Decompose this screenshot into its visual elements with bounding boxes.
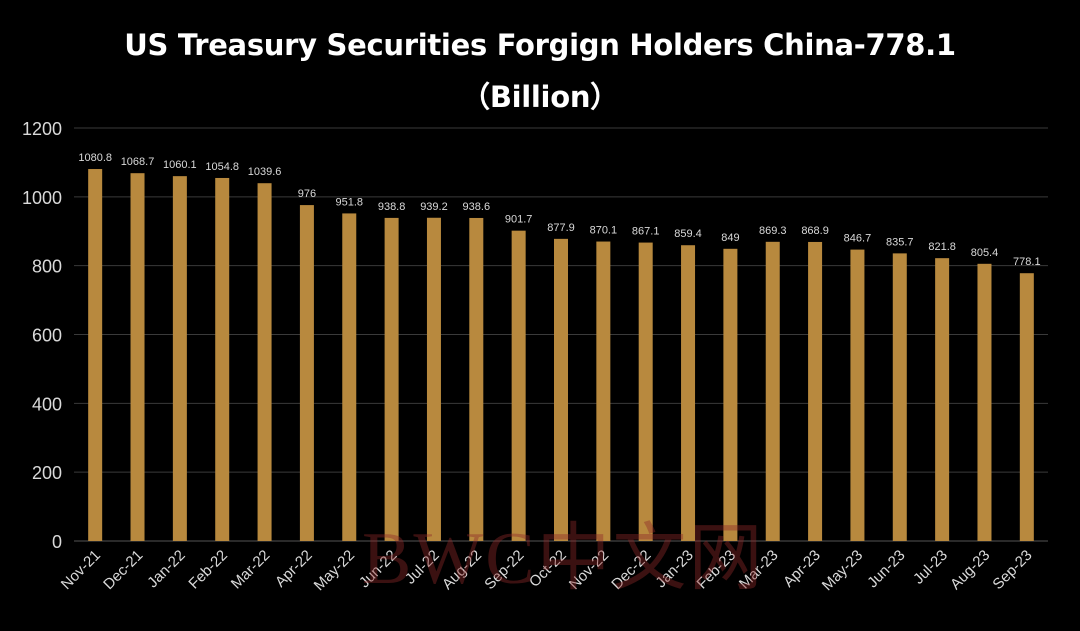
- data-label: 939.2: [420, 201, 448, 213]
- x-tick-label: Apr-22: [272, 547, 316, 591]
- data-label: 868.9: [801, 225, 829, 237]
- x-tick-label: Jan-22: [144, 547, 188, 591]
- data-label: 1080.8: [78, 152, 112, 164]
- chart-subtitle: （Billion）: [461, 80, 619, 114]
- data-label: 951.8: [335, 196, 363, 208]
- bar-Apr-22: [299, 205, 314, 542]
- bar-Jun-22: [384, 217, 399, 541]
- data-label: 1068.7: [121, 156, 155, 168]
- y-tick-label: 1200: [22, 119, 62, 139]
- data-label: 821.8: [928, 241, 956, 253]
- bar-Dec-22: [638, 242, 653, 541]
- data-label: 938.8: [378, 201, 406, 213]
- watermark: BWC中文网: [362, 518, 765, 600]
- data-label: 938.6: [463, 201, 491, 213]
- bar-Oct-22: [554, 238, 568, 541]
- bar-Nov-22: [596, 241, 611, 541]
- y-tick-label: 600: [32, 326, 62, 346]
- data-label: 778.1: [1013, 256, 1041, 268]
- data-label: 877.9: [547, 222, 575, 234]
- data-label: 846.7: [844, 233, 872, 245]
- bar-Jan-22: [172, 176, 187, 541]
- bar-Sep-22: [511, 230, 526, 541]
- x-tick-label: Jun-23: [864, 547, 908, 591]
- data-label: 835.7: [886, 236, 914, 248]
- data-label: 1060.1: [163, 159, 197, 171]
- x-tick-label: May-22: [311, 547, 358, 594]
- x-tick-label: Sep-23: [989, 547, 1035, 593]
- data-label: 849: [721, 232, 739, 244]
- data-label: 869.3: [759, 225, 787, 237]
- x-tick-label: May-23: [819, 547, 866, 594]
- bar-Dec-21: [130, 173, 145, 541]
- data-label: 867.1: [632, 226, 660, 238]
- bars: [88, 169, 1034, 542]
- x-tick-label: Mar-22: [228, 547, 274, 593]
- bar-Aug-22: [469, 217, 484, 542]
- data-label: 859.4: [674, 228, 702, 240]
- y-tick-label: 200: [32, 463, 62, 483]
- bar-Mar-22: [257, 183, 272, 541]
- x-tick-label: Feb-22: [185, 547, 231, 593]
- bar-Feb-22: [215, 177, 230, 541]
- bar-Sep-23: [1019, 273, 1034, 541]
- bar-Jul-22: [426, 217, 441, 541]
- y-axis-ticks: 0 200 400 600 800 1000 1200: [22, 119, 62, 552]
- bar-May-23: [850, 249, 865, 541]
- y-tick-label: 800: [32, 257, 62, 277]
- bar-Jun-23: [892, 253, 907, 541]
- x-tick-label: Apr-23: [780, 547, 824, 591]
- bar-Nov-21: [88, 169, 103, 542]
- data-label: 1039.6: [248, 166, 282, 178]
- y-tick-label: 400: [32, 394, 62, 414]
- data-label: 1054.8: [205, 161, 239, 173]
- data-label: 870.1: [590, 225, 618, 237]
- data-labels: 1080.8 1068.7 1060.1 1054.8 1039.6 976 951.8 93…: [78, 152, 1040, 268]
- data-label: 805.4: [971, 247, 999, 259]
- data-label: 976: [298, 188, 316, 200]
- chart-title: US Treasury Securities Forgign Holders C…: [124, 28, 956, 62]
- bar-Feb-23: [723, 248, 738, 542]
- bar-May-22: [342, 213, 357, 541]
- x-tick-label: Jul-23: [910, 547, 951, 588]
- bar-Jan-23: [681, 245, 696, 542]
- y-tick-label: 1000: [22, 188, 62, 208]
- bar-Jul-23: [935, 258, 950, 541]
- bar-Apr-23: [808, 241, 823, 541]
- x-tick-label: Nov-21: [58, 547, 104, 593]
- bar-Aug-23: [977, 263, 992, 541]
- y-tick-label: 0: [52, 532, 62, 552]
- data-label: 901.7: [505, 214, 533, 226]
- x-tick-label: Dec-21: [100, 547, 146, 593]
- bar-Mar-23: [765, 241, 780, 541]
- x-tick-label: Aug-23: [947, 547, 993, 593]
